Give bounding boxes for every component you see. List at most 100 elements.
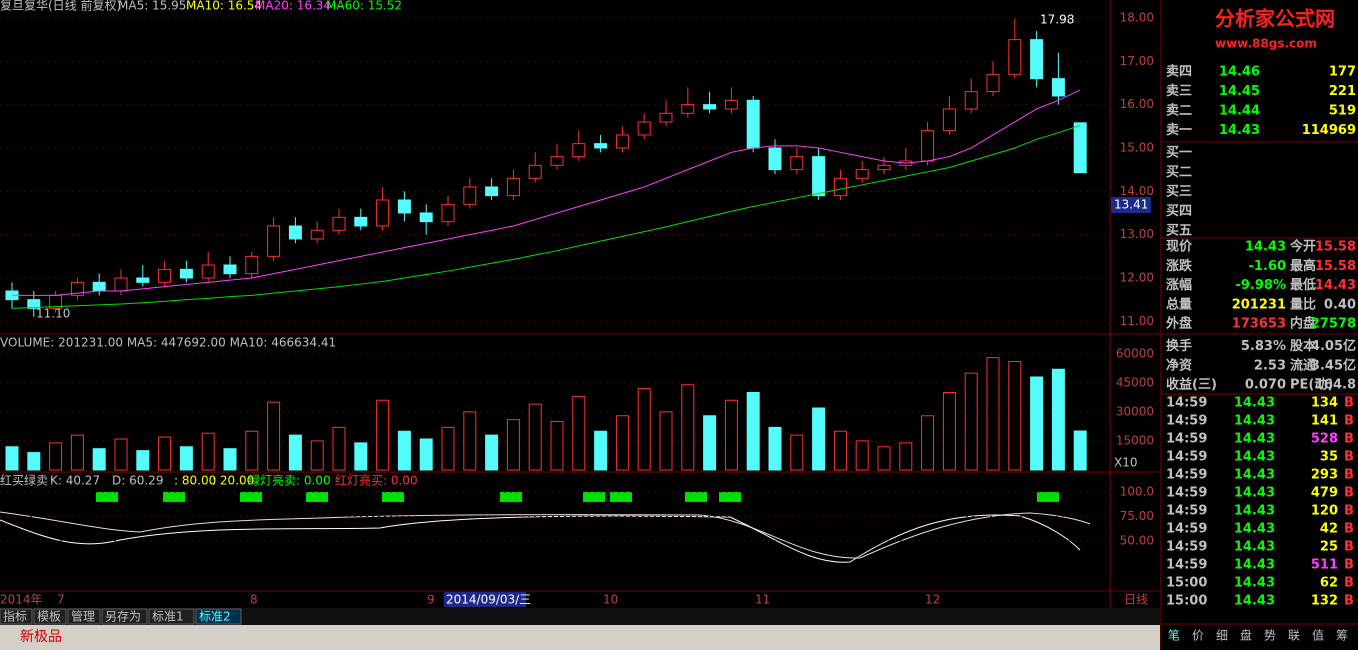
candle-body bbox=[223, 264, 237, 275]
tick-time: 14:59 bbox=[1166, 450, 1207, 465]
y-tick-label: 14.00 bbox=[1120, 184, 1154, 198]
tab-label[interactable]: 另存为 bbox=[105, 610, 141, 624]
stat-value: 164.8 bbox=[1315, 378, 1356, 393]
tab-label[interactable]: 模板 bbox=[37, 610, 61, 624]
y-tick-label: 15.00 bbox=[1120, 140, 1154, 154]
y-tick-label: 75.00 bbox=[1120, 509, 1154, 523]
candle-body bbox=[376, 199, 390, 227]
volume-bar bbox=[179, 446, 193, 471]
book-label: 买二 bbox=[1166, 165, 1192, 180]
y-tick-label: 11.00 bbox=[1120, 314, 1154, 328]
candle-body bbox=[419, 212, 433, 223]
candle-body bbox=[615, 134, 629, 149]
candle-body bbox=[528, 164, 542, 179]
candle-body bbox=[986, 73, 1000, 93]
candle-body bbox=[768, 147, 782, 171]
volume-bar bbox=[637, 388, 651, 471]
tick-price: 14.43 bbox=[1234, 540, 1275, 555]
tick-price: 14.43 bbox=[1234, 558, 1275, 573]
tab-label[interactable]: 标准1 bbox=[152, 610, 184, 624]
volume-bar bbox=[768, 426, 782, 471]
volume-bar bbox=[855, 440, 869, 471]
tick-volume: 293 bbox=[1311, 468, 1338, 483]
candle-body bbox=[354, 216, 368, 227]
tab[interactable] bbox=[148, 608, 195, 625]
volume-bar bbox=[114, 438, 128, 471]
volume-bar bbox=[550, 421, 564, 471]
side-tab[interactable]: 值 bbox=[1312, 628, 1324, 643]
tab[interactable] bbox=[0, 608, 33, 625]
logo-name: 分析家公式网 bbox=[1215, 7, 1335, 31]
volume-bar bbox=[354, 442, 368, 471]
stat-label: 量比 bbox=[1290, 296, 1316, 312]
tick-price: 14.43 bbox=[1234, 522, 1275, 537]
tick-side: B bbox=[1344, 576, 1354, 591]
side-tab[interactable]: 笔 bbox=[1168, 628, 1180, 643]
stat-value: 2.53 bbox=[1254, 358, 1286, 373]
tick-price: 14.43 bbox=[1234, 486, 1275, 501]
candle-body bbox=[703, 104, 717, 110]
candle-body bbox=[1030, 39, 1044, 80]
side-tab[interactable]: 细 bbox=[1216, 629, 1228, 643]
stat-value: 14.43 bbox=[1315, 278, 1356, 293]
stat-label: 最高 bbox=[1290, 258, 1316, 274]
tick-time: 14:59 bbox=[1166, 540, 1207, 555]
tab[interactable] bbox=[67, 608, 101, 625]
stat-value: -1.60 bbox=[1249, 259, 1286, 274]
book-label: 卖二 bbox=[1166, 103, 1192, 119]
stat-label: 涨跌 bbox=[1165, 258, 1193, 274]
volume-bar bbox=[267, 401, 281, 471]
stat-value: 3.45亿 bbox=[1311, 357, 1356, 373]
side-tab[interactable]: 价 bbox=[1192, 629, 1204, 643]
tab-label[interactable]: 指标 bbox=[3, 609, 27, 624]
date-label: 日线 bbox=[1124, 593, 1148, 607]
date-label: 8 bbox=[250, 593, 258, 607]
candle-body bbox=[70, 281, 84, 296]
side-tab[interactable]: 联 bbox=[1288, 629, 1300, 643]
book-label: 卖一 bbox=[1166, 122, 1192, 138]
date-label: 11 bbox=[755, 593, 770, 607]
volume-bar bbox=[485, 434, 499, 471]
volume-bar bbox=[681, 384, 695, 471]
candle-body bbox=[1073, 122, 1087, 174]
volume-bar bbox=[397, 430, 411, 471]
stat-label: 换手 bbox=[1166, 338, 1192, 354]
stat-value: 14.43 bbox=[1245, 240, 1286, 255]
candle-body bbox=[179, 268, 193, 279]
candle-body bbox=[397, 199, 411, 214]
tab[interactable] bbox=[101, 608, 148, 625]
candle-body bbox=[550, 156, 564, 166]
book-price: 14.46 bbox=[1219, 65, 1260, 80]
volume-bar bbox=[310, 440, 324, 471]
candle-body bbox=[463, 186, 477, 205]
tab[interactable] bbox=[33, 608, 67, 625]
ma60-label: MA60: 15.52 bbox=[326, 0, 402, 13]
tab-label[interactable]: 标准2 bbox=[199, 610, 231, 624]
y-tick-label: 12.00 bbox=[1120, 270, 1154, 284]
book-label: 买四 bbox=[1166, 204, 1192, 219]
tick-time: 14:59 bbox=[1166, 432, 1207, 447]
volume-bar bbox=[223, 448, 237, 471]
volume-bar bbox=[986, 357, 1000, 471]
tick-time: 15:00 bbox=[1166, 594, 1207, 609]
book-label: 买三 bbox=[1166, 185, 1192, 200]
tick-time: 14:59 bbox=[1166, 504, 1207, 519]
volume-bar bbox=[419, 438, 433, 471]
volume-bar bbox=[877, 446, 891, 471]
volume-bar bbox=[245, 430, 259, 471]
volume-bar bbox=[506, 419, 520, 471]
candle-body bbox=[201, 264, 215, 279]
candle-body bbox=[245, 255, 259, 275]
volume-bar bbox=[288, 434, 302, 471]
volume-bar bbox=[1008, 361, 1022, 471]
tick-time: 14:59 bbox=[1166, 558, 1207, 573]
volume-bar bbox=[136, 450, 150, 471]
tab-label[interactable]: 管理 bbox=[71, 609, 95, 624]
tab[interactable] bbox=[195, 608, 242, 625]
side-tab[interactable]: 势 bbox=[1264, 629, 1276, 643]
y-tick-label: 45000 bbox=[1116, 375, 1154, 389]
side-tab[interactable]: 筹 bbox=[1336, 629, 1348, 643]
side-tab[interactable]: 盘 bbox=[1240, 628, 1252, 643]
date-label: 9 bbox=[427, 593, 435, 607]
volume-bar bbox=[746, 392, 760, 471]
